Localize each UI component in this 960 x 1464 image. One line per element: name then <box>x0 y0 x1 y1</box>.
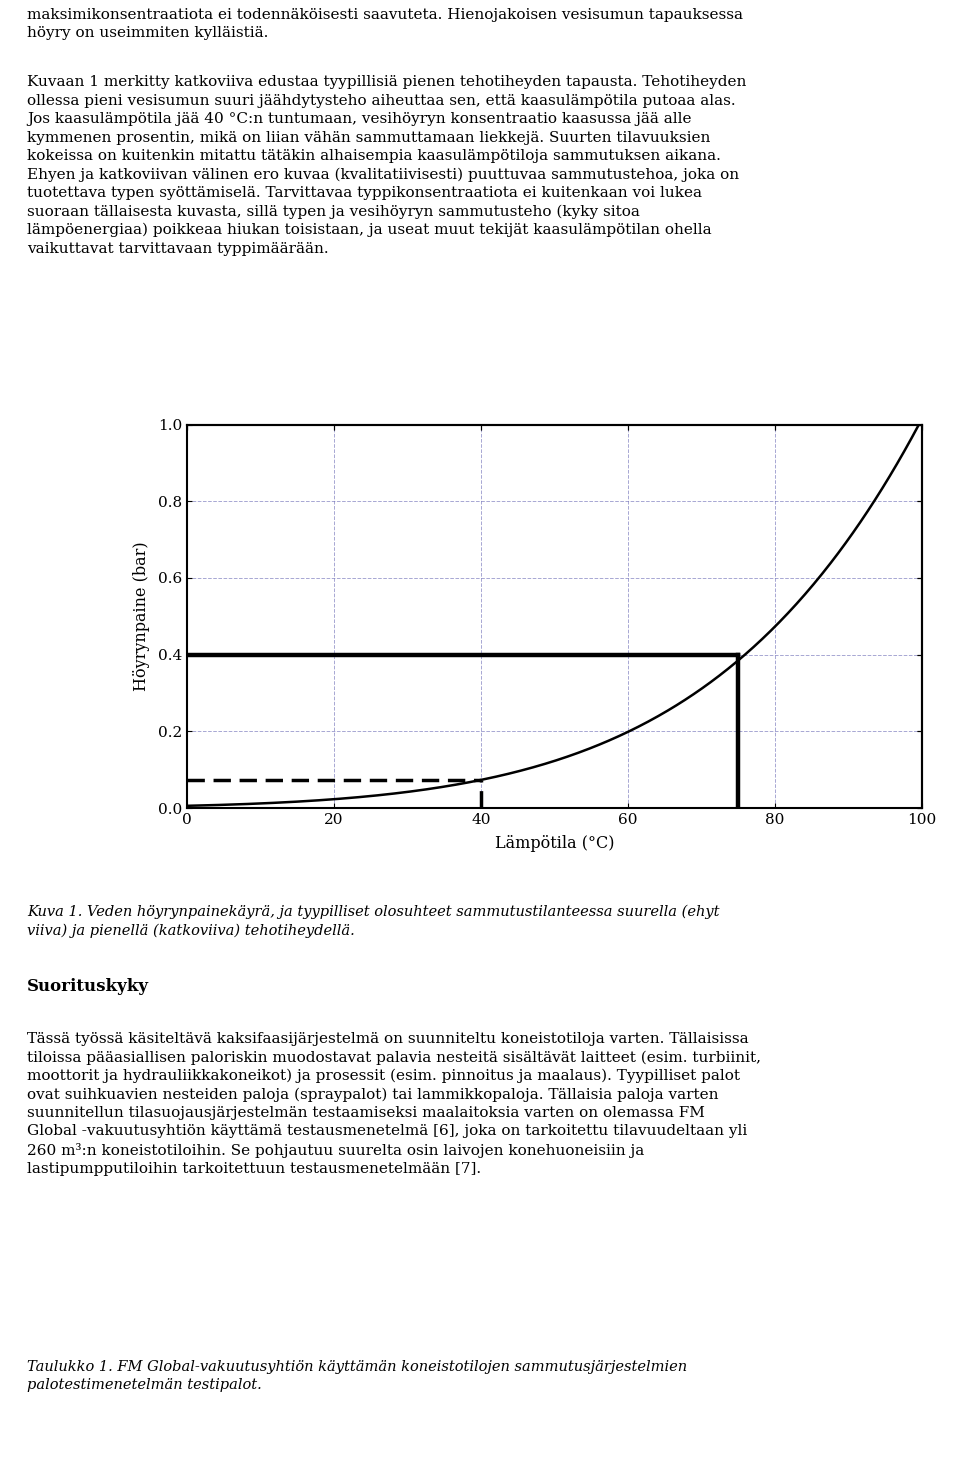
Text: moottorit ja hydrauliikkakoneikot) ja prosessit (esim. pinnoitus ja maalaus). Ty: moottorit ja hydrauliikkakoneikot) ja pr… <box>27 1069 740 1083</box>
Text: lämpöenergiaa) poikkeaa hiukan toisistaan, ja useat muut tekijät kaasulämpötilan: lämpöenergiaa) poikkeaa hiukan toisistaa… <box>27 223 711 237</box>
Text: vaikuttavat tarvittavaan typpimäärään.: vaikuttavat tarvittavaan typpimäärään. <box>27 242 328 256</box>
Text: suoraan tällaisesta kuvasta, sillä typen ja vesihöyryn sammutusteho (kyky sitoa: suoraan tällaisesta kuvasta, sillä typen… <box>27 205 639 220</box>
X-axis label: Lämpötila (°C): Lämpötila (°C) <box>494 836 614 852</box>
Text: Suorituskyky: Suorituskyky <box>27 978 149 996</box>
Text: viiva) ja pienellä (katkoviiva) tehotiheydellä.: viiva) ja pienellä (katkoviiva) tehotihe… <box>27 924 354 938</box>
Text: maksimikonsentraatiota ei todennäköisesti saavuteta. Hienojakoisen vesisumun tap: maksimikonsentraatiota ei todennäköisest… <box>27 7 743 22</box>
Text: tiloissa pääasiallisen paloriskin muodostavat palavia nesteitä sisältävät laitte: tiloissa pääasiallisen paloriskin muodos… <box>27 1051 761 1064</box>
Text: tuotettava typen syöttämiselä. Tarvittavaa typpikonsentraatiota ei kuitenkaan vo: tuotettava typen syöttämiselä. Tarvittav… <box>27 186 702 201</box>
Text: lastipumpputiloihin tarkoitettuun testausmenetelmään [7].: lastipumpputiloihin tarkoitettuun testau… <box>27 1161 481 1176</box>
Text: palotestimenetelmän testipalot.: palotestimenetelmän testipalot. <box>27 1379 262 1392</box>
Text: Taulukko 1. FM Global-vakuutusyhtiön käyttämän koneistotilojen sammutusjärjestel: Taulukko 1. FM Global-vakuutusyhtiön käy… <box>27 1360 687 1375</box>
Text: ollessa pieni vesisumun suuri jäähdytysteho aiheuttaa sen, että kaasulämpötila p: ollessa pieni vesisumun suuri jäähdytyst… <box>27 94 735 107</box>
Text: Jos kaasulämpötila jää 40 °C:n tuntumaan, vesihöyryn konsentraatio kaasussa jää : Jos kaasulämpötila jää 40 °C:n tuntumaan… <box>27 113 691 126</box>
Text: kymmenen prosentin, mikä on liian vähän sammuttamaan liekkejä. Suurten tilavuuks: kymmenen prosentin, mikä on liian vähän … <box>27 130 710 145</box>
Text: Kuvaan 1 merkitty katkoviiva edustaa tyypillisiä pienen tehotiheyden tapausta. T: Kuvaan 1 merkitty katkoviiva edustaa tyy… <box>27 75 746 89</box>
Text: Kuva 1. Veden höyrynpainekäyrä, ja tyypilliset olosuhteet sammutustilanteessa su: Kuva 1. Veden höyrynpainekäyrä, ja tyypi… <box>27 905 719 919</box>
Text: Global -vakuutusyhtiön käyttämä testausmenetelmä [6], joka on tarkoitettu tilavu: Global -vakuutusyhtiön käyttämä testausm… <box>27 1124 747 1139</box>
Y-axis label: Höyrynpaine (bar): Höyrynpaine (bar) <box>132 542 150 691</box>
Text: ovat suihkuavien nesteiden paloja (spraypalot) tai lammikkopaloja. Tällaisia pal: ovat suihkuavien nesteiden paloja (spray… <box>27 1088 718 1102</box>
Text: kokeissa on kuitenkin mitattu tätäkin alhaisempia kaasulämpötiloja sammutuksen a: kokeissa on kuitenkin mitattu tätäkin al… <box>27 149 721 163</box>
Text: suunnitellun tilasuojausjärjestelmän testaamiseksi maalaitoksia varten on olemas: suunnitellun tilasuojausjärjestelmän tes… <box>27 1105 705 1120</box>
Text: Ehyen ja katkoviivan välinen ero kuvaa (kvalitatiivisesti) puuttuvaa sammutusteh: Ehyen ja katkoviivan välinen ero kuvaa (… <box>27 167 739 182</box>
Text: Tässä työssä käsiteltävä kaksifaasijärjestelmä on suunniteltu koneistotiloja var: Tässä työssä käsiteltävä kaksifaasijärje… <box>27 1032 749 1045</box>
Text: 260 m³:n koneistotiloihin. Se pohjautuu suurelta osin laivojen konehuoneisiin ja: 260 m³:n koneistotiloihin. Se pohjautuu … <box>27 1143 644 1158</box>
Text: höyry on useimmiten kylläistiä.: höyry on useimmiten kylläistiä. <box>27 26 268 41</box>
